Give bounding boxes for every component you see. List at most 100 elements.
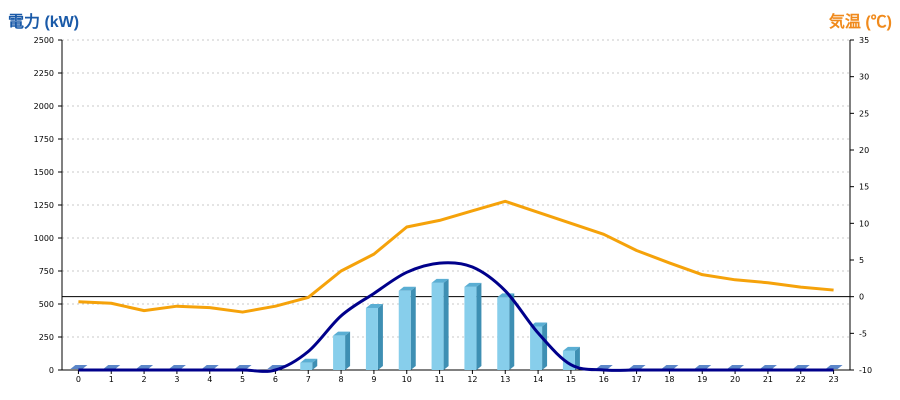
- temperature-line: [78, 199, 834, 314]
- left-tick-label: 500: [39, 300, 54, 309]
- bar: [628, 365, 646, 369]
- x-tick-label: 6: [273, 375, 278, 384]
- bar-top: [70, 365, 88, 369]
- bar-top: [464, 282, 482, 287]
- x-tick-label: 8: [339, 375, 344, 384]
- x-tick-label: 19: [697, 375, 707, 384]
- bar: [398, 286, 416, 370]
- right-tick-label: 10: [859, 219, 869, 228]
- bar: [694, 365, 712, 369]
- left-tick-label: 1500: [34, 168, 54, 177]
- power-curve-line: [78, 261, 834, 373]
- bar: [759, 365, 777, 369]
- right-tick-label: 5: [859, 256, 864, 265]
- x-tick-label: 3: [174, 375, 179, 384]
- bar-top: [595, 365, 613, 369]
- bar-top: [562, 346, 580, 351]
- x-tick-label: 7: [306, 375, 311, 384]
- bar-top: [168, 365, 186, 369]
- x-tick-label: 21: [763, 375, 773, 384]
- x-tick-label: 9: [371, 375, 376, 384]
- bar-top: [103, 365, 121, 369]
- left-tick-label: 750: [39, 267, 54, 276]
- right-tick-label: 15: [859, 183, 869, 192]
- right-tick-label: 20: [859, 146, 869, 155]
- bar: [201, 365, 219, 369]
- bar-front: [530, 326, 543, 370]
- bar-side: [509, 293, 515, 370]
- x-tick-label: 15: [566, 375, 576, 384]
- bar-top: [694, 365, 712, 369]
- bar-side: [542, 322, 548, 370]
- bar-side: [443, 278, 449, 370]
- right-tick-label: 0: [859, 293, 864, 302]
- bar-top: [727, 365, 745, 369]
- bar-top: [201, 365, 219, 369]
- right-tick-label: -10: [859, 366, 872, 375]
- bar-top: [300, 358, 318, 363]
- bar-side: [574, 346, 580, 370]
- axes: [58, 39, 854, 374]
- right-tick-label: 25: [859, 109, 869, 118]
- bar: [136, 365, 154, 369]
- bar: [168, 365, 186, 369]
- bar: [234, 365, 252, 369]
- bar: [333, 331, 351, 370]
- bar-side: [377, 303, 383, 370]
- bar-front: [300, 362, 313, 370]
- bar-front: [497, 297, 510, 370]
- left-tick-label: 2000: [34, 102, 54, 111]
- bar: [792, 365, 810, 369]
- x-tick-label: 4: [207, 375, 212, 384]
- x-tick-label: 10: [402, 375, 412, 384]
- bar-top: [628, 365, 646, 369]
- bar: [365, 303, 383, 370]
- bar: [70, 365, 88, 369]
- bar: [727, 365, 745, 369]
- bar-top: [661, 365, 679, 369]
- grid-lines: [62, 39, 850, 371]
- bar-top: [333, 331, 351, 336]
- bar-top: [530, 322, 548, 327]
- left-tick-label: 0: [49, 366, 54, 375]
- bar-side: [345, 331, 351, 370]
- bar: [497, 293, 515, 370]
- bar-front: [464, 286, 477, 370]
- bar-front: [333, 335, 346, 370]
- bar-series: [70, 278, 843, 370]
- left-axis-title: 電力 (kW): [8, 14, 80, 31]
- right-tick-label: 30: [859, 73, 869, 82]
- x-tick-label: 0: [76, 375, 81, 384]
- left-tick-label: 2250: [34, 69, 54, 78]
- right-axis-title: 気温 (℃): [828, 14, 892, 31]
- left-tick-label: 2500: [34, 36, 54, 45]
- bar-side: [476, 282, 482, 370]
- x-tick-label: 17: [631, 375, 641, 384]
- bar-top: [825, 365, 843, 369]
- right-tick-label: -5: [859, 329, 867, 338]
- x-tick-label: 20: [730, 375, 740, 384]
- x-tick-label: 22: [796, 375, 806, 384]
- tick-labels: 02505007501000125015001750200022502500-1…: [34, 36, 872, 384]
- bar: [431, 278, 449, 370]
- x-tick-label: 11: [434, 375, 444, 384]
- bar: [825, 365, 843, 369]
- bar-side: [410, 286, 416, 370]
- x-tick-label: 16: [599, 375, 609, 384]
- left-tick-label: 1750: [34, 135, 54, 144]
- bar-top: [398, 286, 416, 291]
- x-tick-label: 12: [467, 375, 477, 384]
- bar-top: [136, 365, 154, 369]
- left-tick-label: 250: [39, 333, 54, 342]
- bar-top: [365, 303, 383, 308]
- line-series: [78, 199, 834, 373]
- x-tick-label: 1: [109, 375, 114, 384]
- bar: [595, 365, 613, 369]
- bar-top: [234, 365, 252, 369]
- right-tick-label: 35: [859, 36, 869, 45]
- x-tick-label: 13: [500, 375, 510, 384]
- bar-side: [312, 358, 318, 370]
- bar-front: [398, 290, 411, 370]
- x-tick-label: 2: [142, 375, 147, 384]
